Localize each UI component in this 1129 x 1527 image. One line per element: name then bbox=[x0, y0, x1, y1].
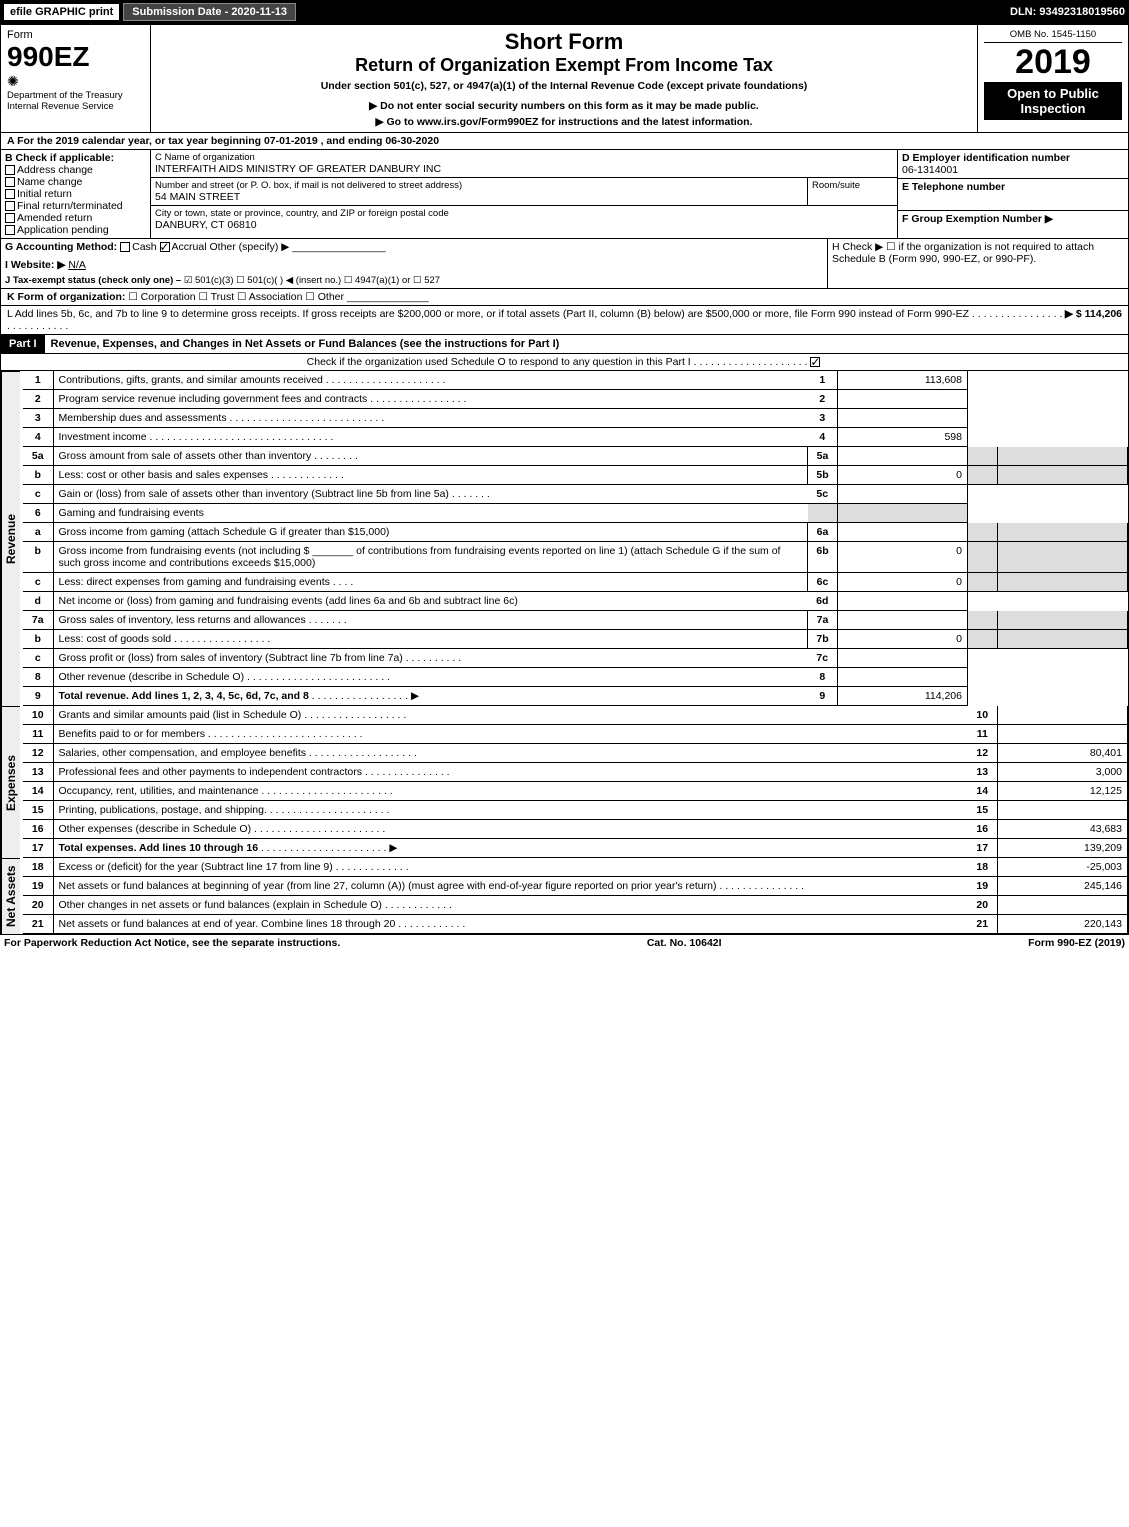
box-i-label: I Website: ▶ bbox=[5, 259, 65, 271]
line-16: 16Other expenses (describe in Schedule O… bbox=[23, 820, 1128, 839]
box-b-title: B Check if applicable: bbox=[5, 152, 146, 164]
city-value: DANBURY, CT 06810 bbox=[155, 219, 893, 231]
irs-label: Internal Revenue Service bbox=[7, 101, 144, 112]
chk-cash[interactable]: Cash bbox=[120, 241, 157, 253]
expenses-table: 10Grants and similar amounts paid (list … bbox=[23, 706, 1128, 858]
box-f-label: F Group Exemption Number ▶ bbox=[902, 213, 1124, 225]
website-value: N/A bbox=[68, 259, 86, 271]
line-4: 4Investment income . . . . . . . . . . .… bbox=[23, 428, 1128, 447]
line-7c: cGross profit or (loss) from sales of in… bbox=[23, 649, 1128, 668]
line-3: 3Membership dues and assessments . . . .… bbox=[23, 409, 1128, 428]
short-form-title: Short Form bbox=[157, 29, 971, 55]
line-7a: 7aGross sales of inventory, less returns… bbox=[23, 611, 1128, 630]
line-18: 18Excess or (deficit) for the year (Subt… bbox=[23, 858, 1128, 877]
line-10: 10Grants and similar amounts paid (list … bbox=[23, 706, 1128, 725]
line-17: 17Total expenses. Add lines 10 through 1… bbox=[23, 839, 1128, 858]
submission-date-label: Submission Date - 2020-11-13 bbox=[123, 3, 296, 21]
chk-application-pending[interactable]: Application pending bbox=[5, 224, 146, 236]
street-value: 54 MAIN STREET bbox=[155, 191, 803, 203]
chk-accrual[interactable]: Accrual bbox=[160, 241, 207, 253]
line-6b: bGross income from fundraising events (n… bbox=[23, 542, 1128, 573]
box-e-label: E Telephone number bbox=[902, 181, 1124, 193]
line-12: 12Salaries, other compensation, and empl… bbox=[23, 744, 1128, 763]
net-assets-table: 18Excess or (deficit) for the year (Subt… bbox=[23, 858, 1128, 934]
net-assets-section-label: Net Assets bbox=[1, 858, 20, 934]
dept-label: Department of the Treasury bbox=[7, 90, 144, 101]
box-c-label: C Name of organization bbox=[155, 152, 893, 163]
line-1: 1Contributions, gifts, grants, and simil… bbox=[23, 371, 1128, 390]
efile-print-button[interactable]: efile GRAPHIC print bbox=[4, 4, 119, 20]
box-j-label: J Tax-exempt status (check only one) – bbox=[5, 275, 181, 286]
line-13: 13Professional fees and other payments t… bbox=[23, 763, 1128, 782]
line-21: 21Net assets or fund balances at end of … bbox=[23, 915, 1128, 934]
box-l-amount: ▶ $ 114,206 bbox=[1065, 308, 1122, 320]
line-2: 2Program service revenue including gover… bbox=[23, 390, 1128, 409]
tax-year: 2019 bbox=[984, 43, 1122, 82]
tax-exempt-opts[interactable]: ☑ 501(c)(3) ☐ 501(c)( ) ◀ (insert no.) ☐… bbox=[184, 275, 440, 286]
line-11: 11Benefits paid to or for members . . . … bbox=[23, 725, 1128, 744]
line-19: 19Net assets or fund balances at beginni… bbox=[23, 877, 1128, 896]
ssn-warning: ▶ Do not enter social security numbers o… bbox=[157, 100, 971, 112]
room-label: Room/suite bbox=[812, 180, 893, 191]
org-name: INTERFAITH AIDS MINISTRY OF GREATER DANB… bbox=[155, 163, 893, 175]
accounting-other[interactable]: Other (specify) ▶ bbox=[209, 241, 289, 253]
return-title: Return of Organization Exempt From Incom… bbox=[157, 55, 971, 76]
city-label: City or town, state or province, country… bbox=[155, 208, 893, 219]
line-6d: dNet income or (loss) from gaming and fu… bbox=[23, 592, 1128, 611]
omb-number: OMB No. 1545-1150 bbox=[984, 29, 1122, 43]
line-5b: bLess: cost or other basis and sales exp… bbox=[23, 466, 1128, 485]
footer-mid: Cat. No. 10642I bbox=[647, 937, 722, 949]
expenses-section-label: Expenses bbox=[1, 706, 20, 858]
line-5a: 5aGross amount from sale of assets other… bbox=[23, 447, 1128, 466]
chk-initial-return[interactable]: Initial return bbox=[5, 188, 146, 200]
box-h-text[interactable]: H Check ▶ ☐ if the organization is not r… bbox=[828, 239, 1128, 288]
period-line-a: A For the 2019 calendar year, or tax yea… bbox=[1, 133, 1128, 150]
chk-final-return[interactable]: Final return/terminated bbox=[5, 200, 146, 212]
line-6a: aGross income from gaming (attach Schedu… bbox=[23, 523, 1128, 542]
line-6c: cLess: direct expenses from gaming and f… bbox=[23, 573, 1128, 592]
line-6: 6Gaming and fundraising events bbox=[23, 504, 1128, 523]
form-frame: Form 990EZ ✺ Department of the Treasury … bbox=[0, 24, 1129, 935]
line-7b: bLess: cost of goods sold . . . . . . . … bbox=[23, 630, 1128, 649]
open-public-inspection: Open to Public Inspection bbox=[984, 82, 1122, 120]
line-8: 8Other revenue (describe in Schedule O) … bbox=[23, 668, 1128, 687]
part-1-checkbox[interactable] bbox=[810, 357, 820, 367]
line-15: 15Printing, publications, postage, and s… bbox=[23, 801, 1128, 820]
footer-right: Form 990-EZ (2019) bbox=[1028, 937, 1125, 949]
line-9: 9Total revenue. Add lines 1, 2, 3, 4, 5c… bbox=[23, 687, 1128, 706]
part-1-check-note: Check if the organization used Schedule … bbox=[307, 356, 691, 368]
box-k-label: K Form of organization: bbox=[7, 291, 125, 303]
chk-address-change[interactable]: Address change bbox=[5, 164, 146, 176]
org-form-opts[interactable]: ☐ Corporation ☐ Trust ☐ Association ☐ Ot… bbox=[128, 291, 344, 303]
line-20: 20Other changes in net assets or fund ba… bbox=[23, 896, 1128, 915]
form-word: Form bbox=[7, 29, 144, 41]
box-d-label: D Employer identification number bbox=[902, 152, 1124, 164]
dln-label: DLN: 93492318019560 bbox=[1010, 6, 1125, 18]
part-1-title: Revenue, Expenses, and Changes in Net As… bbox=[45, 335, 566, 353]
box-l-text: L Add lines 5b, 6c, and 7b to line 9 to … bbox=[7, 308, 969, 320]
part-1-label: Part I bbox=[1, 335, 45, 353]
chk-amended-return[interactable]: Amended return bbox=[5, 212, 146, 224]
under-section: Under section 501(c), 527, or 4947(a)(1)… bbox=[157, 80, 971, 92]
street-label: Number and street (or P. O. box, if mail… bbox=[155, 180, 803, 191]
revenue-table: 1Contributions, gifts, grants, and simil… bbox=[23, 371, 1128, 706]
top-bar: efile GRAPHIC print Submission Date - 20… bbox=[0, 0, 1129, 24]
box-g-label: G Accounting Method: bbox=[5, 241, 117, 253]
revenue-section-label: Revenue bbox=[1, 371, 20, 706]
goto-link[interactable]: ▶ Go to www.irs.gov/Form990EZ for instru… bbox=[157, 116, 971, 128]
form-number: 990EZ bbox=[7, 41, 144, 73]
page-footer: For Paperwork Reduction Act Notice, see … bbox=[0, 935, 1129, 951]
footer-left: For Paperwork Reduction Act Notice, see … bbox=[4, 937, 340, 949]
ein-value: 06-1314001 bbox=[902, 164, 1124, 176]
line-14: 14Occupancy, rent, utilities, and mainte… bbox=[23, 782, 1128, 801]
line-5c: cGain or (loss) from sale of assets othe… bbox=[23, 485, 1128, 504]
chk-name-change[interactable]: Name change bbox=[5, 176, 146, 188]
